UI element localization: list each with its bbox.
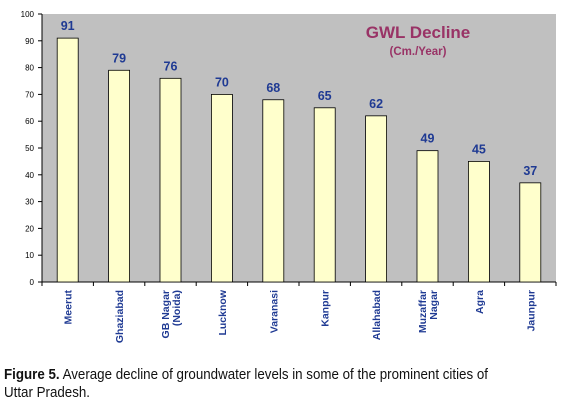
y-tick-label: 20 (25, 224, 34, 233)
bar (416, 150, 439, 283)
bar (56, 37, 79, 283)
y-tick-label: 80 (25, 64, 34, 73)
x-tick-label-line: Muzaffar (417, 290, 429, 333)
chart-title: GWL Decline (366, 23, 471, 42)
bar (210, 94, 233, 283)
y-tick-label: 30 (25, 198, 34, 207)
x-tick-label: Kanpur (320, 290, 332, 327)
x-tick-label: Meerut (63, 290, 75, 325)
bar (365, 115, 388, 283)
x-tick-label-line: Meerut (63, 290, 75, 325)
x-tick-label-line: Nagar (428, 290, 440, 320)
bar (108, 69, 130, 283)
bars: 91 79 76 70 68 65 62 49 45 37 (56, 19, 542, 283)
bar-value-label: 79 (112, 51, 126, 65)
x-tick-label: Varanasi (268, 290, 280, 333)
x-tick-label-line: Allahabad (371, 290, 383, 340)
y-tick-label: 90 (25, 37, 34, 46)
bar (159, 77, 182, 283)
y-tick-label: 70 (25, 90, 34, 99)
bar (519, 182, 542, 283)
x-tick-label: Agra (474, 290, 486, 314)
chart-subtitle: (Cm./Year) (390, 46, 447, 58)
x-tick-label: Lucknow (217, 289, 229, 335)
x-axis-labels: Meerut Ghaziabad GB Nagar (Noida) Lucknow Var… (41, 282, 557, 343)
x-tick-label-line: Agra (474, 290, 486, 314)
bar-chart: 0 10 20 30 40 50 60 70 80 90 100 91 79 76 70 68 65 62 49 4… (21, 10, 557, 343)
bar (313, 107, 336, 283)
caption-label: Figure 5. (4, 367, 60, 383)
bar-value-label: 91 (61, 19, 75, 33)
x-tick-label-line: GB Nagar (160, 290, 172, 338)
bar-value-label: 62 (369, 97, 383, 111)
bar (467, 160, 490, 283)
x-tick-label: Ghaziabad (114, 290, 126, 343)
x-tick-label-line: Ghaziabad (114, 290, 126, 343)
x-tick-label-line: Varanasi (268, 290, 280, 333)
caption-text: Average decline of groundwater levels in… (4, 367, 488, 401)
y-tick-label: 0 (30, 278, 35, 287)
x-tick-label: Jaunpur (525, 290, 537, 331)
bar-value-label: 37 (523, 164, 537, 178)
bar (262, 99, 285, 283)
y-tick-label: 10 (25, 251, 34, 260)
x-tick-label-line: Jaunpur (525, 290, 537, 331)
x-tick-label: Muzaffar Nagar (417, 290, 440, 333)
bar-value-label: 68 (266, 81, 280, 95)
x-tick-label-line: Lucknow (217, 289, 229, 335)
x-tick-label-line: (Noida) (171, 290, 183, 326)
figure-caption: Figure 5. Average decline of groundwater… (4, 366, 519, 402)
y-tick-label: 60 (25, 117, 34, 126)
x-tick-label-line: Kanpur (320, 290, 332, 327)
bar-value-label: 65 (318, 89, 332, 103)
x-tick-label: GB Nagar (Noida) (160, 290, 183, 338)
bar-value-label: 45 (472, 142, 486, 156)
y-tick-label: 50 (25, 144, 34, 153)
y-tick-label: 100 (21, 10, 35, 19)
y-tick-label: 40 (25, 171, 34, 180)
bar-value-label: 49 (421, 132, 435, 146)
bar-value-label: 70 (215, 75, 229, 89)
bar-value-label: 76 (164, 59, 178, 73)
x-tick-label: Allahabad (371, 290, 383, 340)
